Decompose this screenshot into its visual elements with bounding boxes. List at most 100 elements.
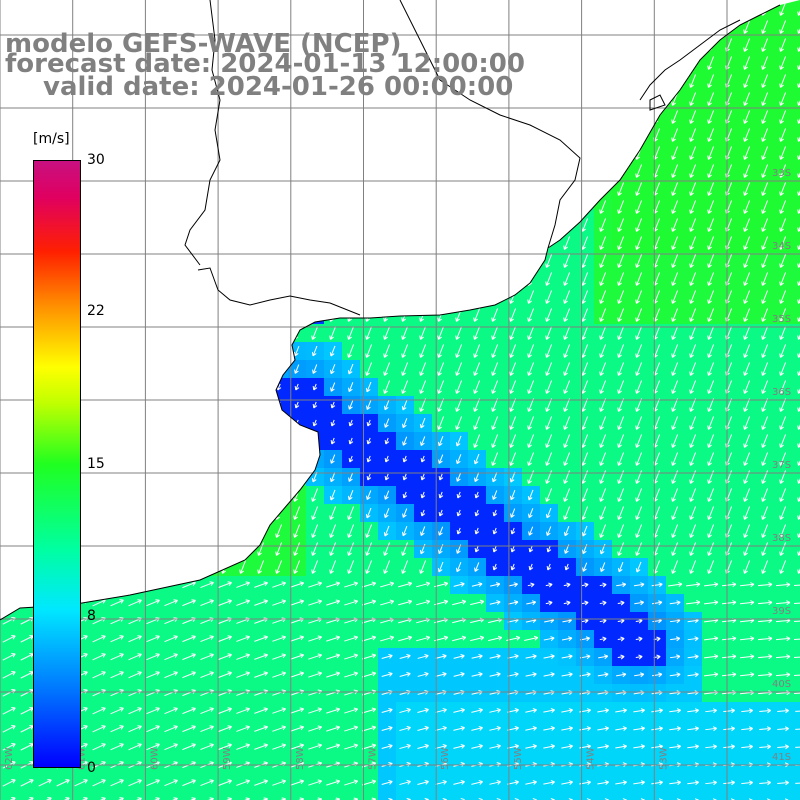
wind-arrow <box>671 2 679 16</box>
wind-arrow <box>491 128 499 142</box>
wind-arrow <box>95 506 103 520</box>
wind-arrow <box>276 418 282 428</box>
speed-cell <box>162 792 180 800</box>
speed-cell <box>342 234 360 252</box>
speed-cell <box>396 252 414 270</box>
speed-cell <box>0 450 18 468</box>
wind-arrow <box>689 308 697 322</box>
speed-cell <box>198 234 216 252</box>
speed-cell <box>180 450 198 468</box>
speed-cell <box>468 216 486 234</box>
speed-cell <box>144 450 162 468</box>
speed-cell <box>126 468 144 486</box>
wind-arrow <box>185 524 193 538</box>
wind-arrow <box>167 470 175 484</box>
speed-cell <box>0 468 18 486</box>
wind-arrow <box>527 218 535 232</box>
wind-arrow <box>131 488 139 502</box>
wind-arrow <box>797 128 800 142</box>
speed-cell <box>486 126 504 144</box>
wind-arrow <box>743 254 751 268</box>
wind-arrow <box>185 344 193 358</box>
wind-arrow <box>113 200 121 214</box>
speed-cell <box>252 432 270 450</box>
wind-arrow <box>95 290 103 304</box>
wind-arrow <box>257 506 265 520</box>
wind-arrow <box>473 308 481 322</box>
speed-cell <box>18 90 36 108</box>
wind-arrow <box>401 236 409 250</box>
river-plate-shore <box>197 267 361 316</box>
speed-cell <box>270 198 288 216</box>
wind-arrow <box>797 164 800 178</box>
wind-arrow <box>113 128 121 142</box>
wind-arrow <box>437 200 445 214</box>
speed-cell <box>504 126 522 144</box>
speed-cell <box>378 216 396 234</box>
speed-cell <box>216 504 234 522</box>
wind-arrow <box>365 146 373 160</box>
wind-arrow <box>797 56 800 70</box>
wind-arrow <box>797 38 800 52</box>
wind-arrow <box>2 599 16 607</box>
speed-cell <box>684 792 702 800</box>
speed-cell <box>126 144 144 162</box>
speed-cell <box>432 288 450 306</box>
speed-cell <box>270 144 288 162</box>
speed-cell <box>792 234 800 252</box>
speed-cell <box>270 0 288 18</box>
wind-arrow <box>761 20 769 34</box>
wind-arrow <box>797 182 800 196</box>
wind-arrow <box>527 74 535 88</box>
wind-arrow <box>275 326 283 340</box>
wind-arrow <box>95 344 103 358</box>
wind-arrow <box>167 110 175 124</box>
wind-arrow <box>599 272 607 286</box>
wind-arrow <box>617 92 625 106</box>
speed-cell <box>270 360 288 378</box>
wind-arrow <box>455 20 463 34</box>
speed-cell <box>252 360 270 378</box>
wind-arrow <box>707 200 715 214</box>
wind-arrow <box>779 74 787 88</box>
legend-tick-15: 15 <box>87 456 105 472</box>
wind-arrow <box>527 92 535 106</box>
speed-cell <box>234 486 252 504</box>
speed-cell <box>342 198 360 216</box>
wind-arrow <box>5 218 13 232</box>
wind-arrow <box>5 326 13 340</box>
speed-cell <box>144 144 162 162</box>
speed-cell <box>612 108 630 126</box>
speed-cell <box>216 450 234 468</box>
wind-arrow <box>761 218 769 232</box>
speed-cell <box>234 378 252 396</box>
wind-arrow <box>347 182 355 196</box>
wind-arrow <box>275 182 283 196</box>
legend-tick-8: 8 <box>87 608 96 624</box>
wind-arrow <box>545 308 553 322</box>
wind-arrow <box>23 2 31 16</box>
speed-cell <box>540 108 558 126</box>
speed-cell <box>198 486 216 504</box>
wind-arrow <box>185 362 193 376</box>
speed-cell <box>108 126 126 144</box>
wind-arrow <box>275 146 283 160</box>
wind-arrow <box>258 311 264 319</box>
wind-arrow <box>761 92 769 106</box>
speed-cell <box>630 72 648 90</box>
wind-arrow <box>707 74 715 88</box>
speed-cell <box>126 288 144 306</box>
wind-arrow <box>671 200 679 214</box>
speed-cell <box>144 270 162 288</box>
wind-arrow <box>203 110 211 124</box>
wind-arrow <box>599 2 607 16</box>
wind-arrow <box>491 146 499 160</box>
wind-arrow <box>797 200 800 214</box>
speed-cell <box>792 504 800 522</box>
speed-cell <box>270 216 288 234</box>
wind-arrow <box>527 128 535 142</box>
speed-cell <box>252 342 270 360</box>
wind-arrow <box>149 560 157 574</box>
speed-cell <box>54 792 72 800</box>
wind-arrow <box>599 38 607 52</box>
